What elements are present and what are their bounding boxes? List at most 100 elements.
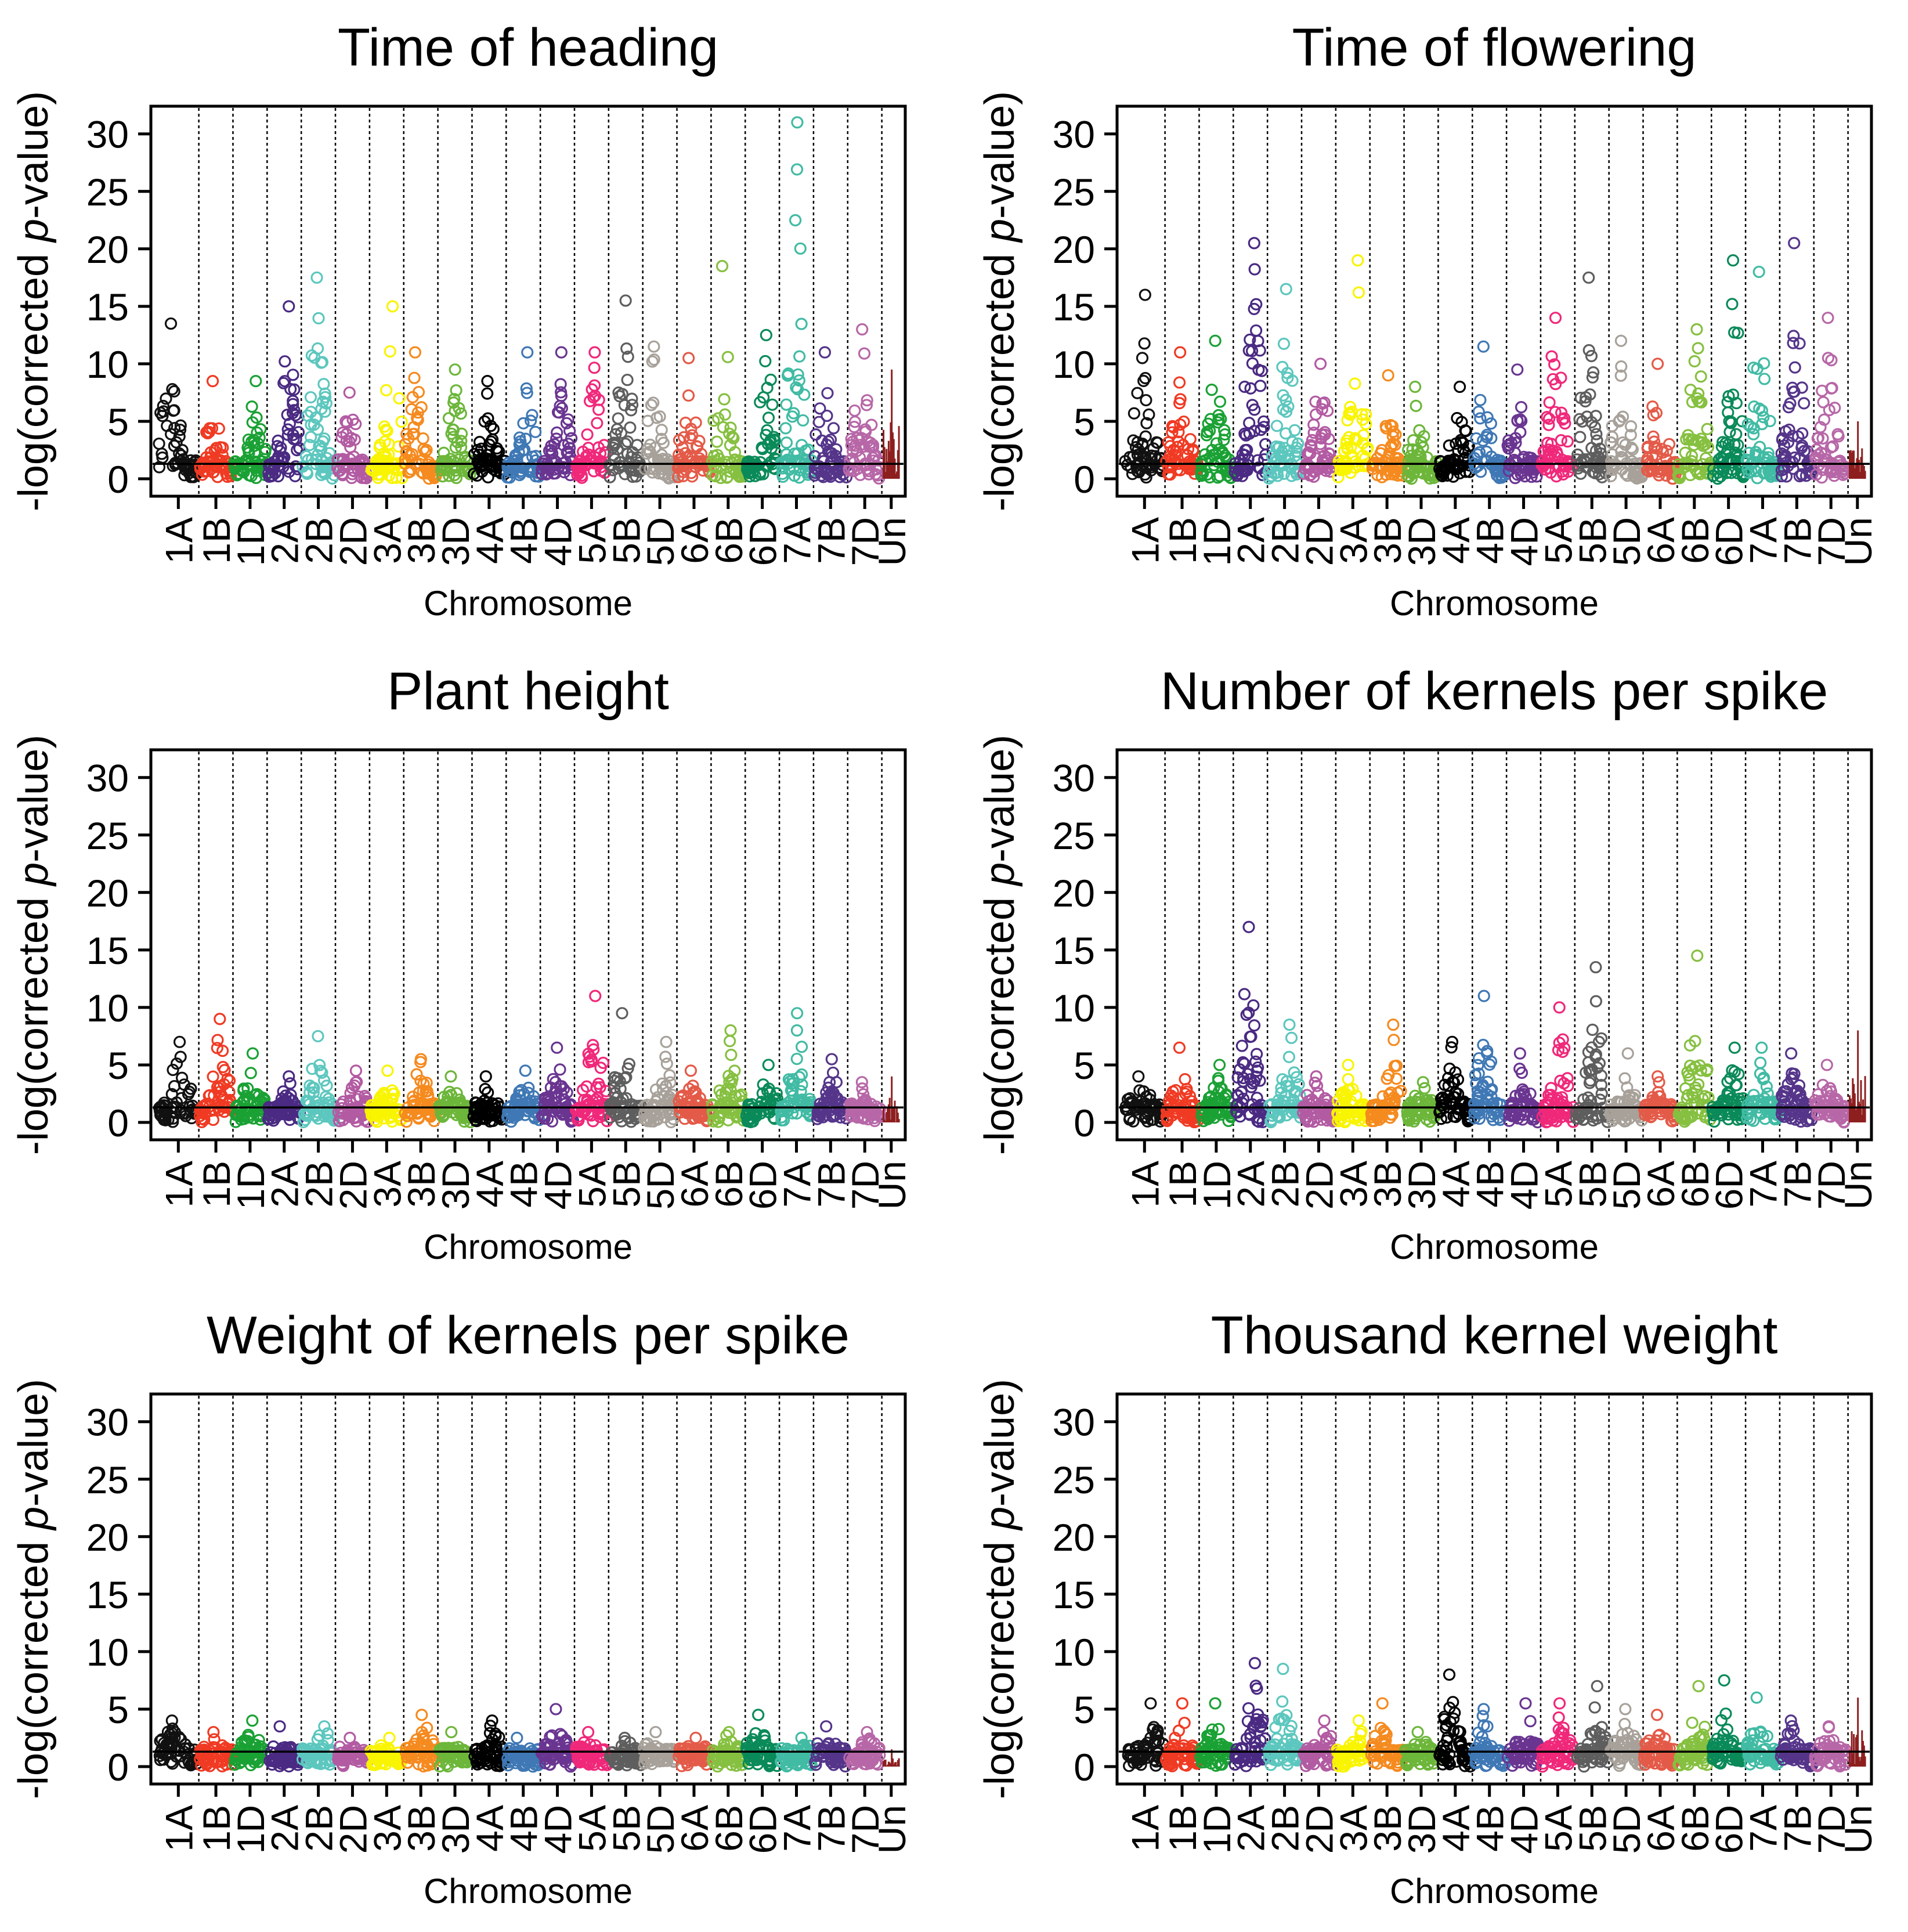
x-tick-label: 5A	[570, 517, 613, 564]
manhattan-point	[241, 441, 254, 454]
manhattan-point	[790, 163, 804, 176]
y-tick-label: 30	[86, 113, 129, 156]
manhattan-point	[1143, 408, 1155, 421]
manhattan-point	[402, 454, 415, 467]
manhattan-point	[1590, 428, 1603, 440]
y-tick-label: 5	[107, 400, 129, 443]
manhattan-point	[624, 421, 637, 434]
manhattan-point	[1282, 1050, 1295, 1063]
manhattan-point	[153, 437, 165, 450]
y-tick-label: 20	[86, 228, 129, 271]
manhattan-point	[721, 456, 733, 468]
manhattan-point	[764, 434, 777, 447]
manhattan-point	[555, 346, 568, 359]
manhattan-point	[1586, 1023, 1599, 1036]
manhattan-point	[691, 440, 704, 453]
manhattan-point	[1173, 397, 1186, 410]
manhattan-point	[287, 395, 299, 407]
manhattan-point	[592, 393, 605, 406]
y-tick-label: 25	[1053, 814, 1095, 857]
manhattan-point	[1820, 1059, 1833, 1071]
manhattan-point	[830, 443, 843, 456]
manhattan-point	[519, 1064, 532, 1077]
manhattan-point	[386, 300, 399, 313]
manhattan-point	[565, 432, 578, 445]
plot-frame	[149, 748, 907, 1142]
manhattan-point	[343, 435, 356, 448]
manhattan-point	[1128, 407, 1140, 420]
manhattan-point	[358, 471, 371, 485]
manhattan-point	[576, 459, 588, 472]
manhattan-point	[1663, 438, 1676, 451]
chromosome-7B-points	[808, 346, 853, 484]
manhattan-point	[787, 407, 800, 420]
x-tick-label: 5D	[639, 517, 682, 566]
manhattan-point	[1132, 1070, 1145, 1083]
manhattan-point	[754, 396, 767, 409]
chromosome-5B-points	[604, 294, 648, 483]
x-tick-label: 4D	[537, 517, 580, 566]
manhattan-point	[780, 398, 793, 411]
manhattan-point	[640, 447, 653, 460]
manhattan-point	[1254, 380, 1267, 392]
manhattan-point	[1793, 337, 1806, 350]
manhattan-point	[378, 420, 391, 433]
manhattan-point	[606, 441, 619, 454]
manhattan-point	[1473, 1052, 1486, 1065]
manhattan-point	[555, 402, 568, 414]
manhattan-point	[851, 432, 863, 445]
x-tick-label: 6D	[742, 517, 785, 566]
manhattan-point	[332, 464, 345, 478]
y-tick-label: 30	[86, 757, 129, 800]
manhattan-point	[1248, 237, 1260, 250]
manhattan-point	[1561, 435, 1574, 448]
manhattan-point	[214, 1013, 226, 1025]
manhattan-point	[619, 438, 632, 450]
manhattan-point	[284, 1077, 297, 1090]
manhattan-point	[1582, 271, 1595, 284]
manhattan-point	[229, 455, 242, 468]
manhattan-point	[310, 271, 323, 284]
manhattan-point	[554, 378, 567, 391]
x-tick-label: 1A	[157, 517, 200, 564]
manhattan-point	[766, 398, 779, 411]
chromosome-2D-points	[331, 386, 373, 485]
manhattan-point	[613, 390, 626, 403]
manhattan-point	[440, 454, 453, 468]
manhattan-point	[768, 434, 781, 447]
manhattan-point	[775, 456, 787, 469]
manhattan-point	[621, 373, 634, 387]
manhattan-point	[620, 342, 633, 355]
manhattan-point	[616, 1007, 628, 1020]
manhattan-point	[245, 400, 258, 413]
manhattan-point	[507, 460, 519, 473]
y-tick-label: 15	[1053, 286, 1095, 328]
manhattan-point	[279, 355, 291, 368]
manhattan-point	[473, 436, 486, 449]
manhattan-point	[478, 415, 491, 428]
chromosome-5D-points	[1604, 334, 1648, 485]
manhattan-point	[714, 471, 727, 485]
manhattan-point	[1169, 449, 1182, 461]
manhattan-point	[762, 411, 775, 424]
chromosome-Un-points	[1849, 421, 1866, 479]
x-tick-label: 6B	[707, 517, 750, 564]
chromosome-5B-points	[1571, 271, 1614, 483]
manhattan-point	[481, 375, 494, 388]
y-axis-label: -log(corrected p-value)	[977, 91, 1023, 511]
x-tick-label: 7B	[810, 517, 852, 564]
manhattan-point	[402, 466, 415, 479]
manhattan-point	[824, 434, 837, 446]
manhattan-point	[1477, 340, 1490, 353]
x-tick-label: 3D	[434, 517, 477, 566]
manhattan-point	[254, 423, 267, 436]
manhattan-point	[859, 425, 872, 438]
manhattan-point	[793, 350, 806, 363]
manhattan-point	[212, 453, 225, 466]
x-tick-label: 2A	[263, 517, 306, 564]
manhattan-point	[438, 446, 450, 459]
manhattan-point	[520, 382, 533, 395]
manhattan-point	[812, 416, 825, 428]
manhattan-point	[594, 447, 607, 460]
